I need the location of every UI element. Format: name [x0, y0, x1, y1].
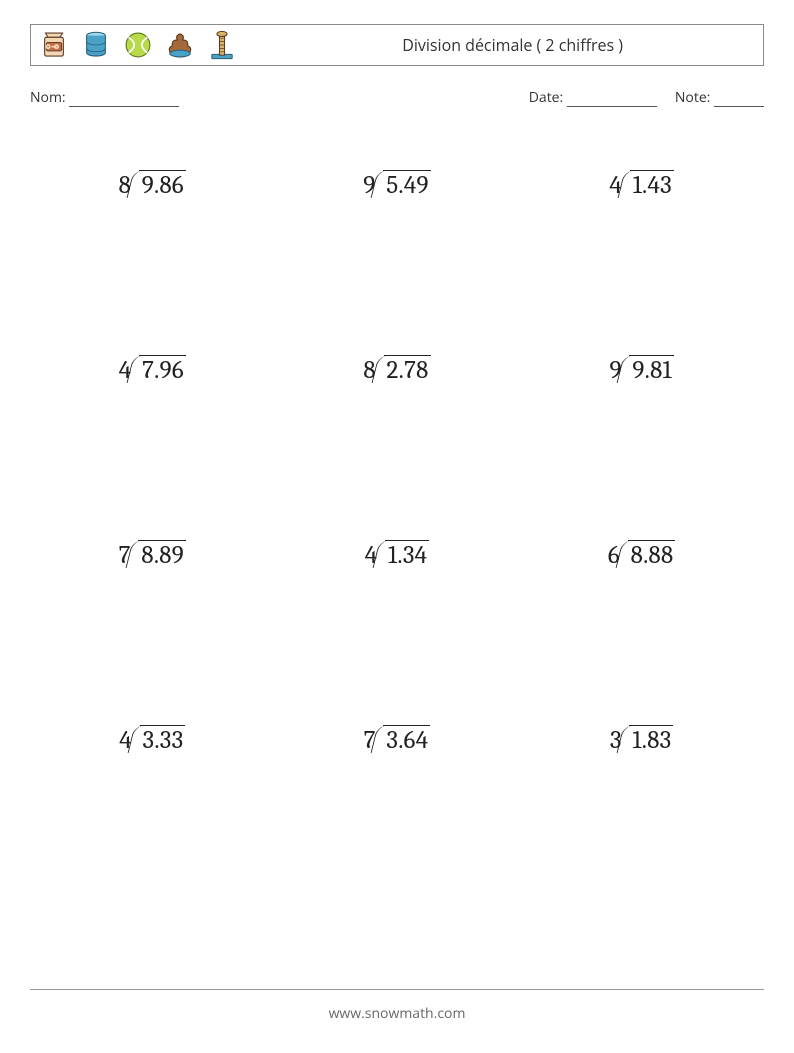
division-bracket: 7.96 [132, 356, 186, 385]
division-bracket: 9.81 [622, 356, 673, 385]
meta-date: Date: [529, 88, 657, 107]
scratching-post-icon [205, 28, 239, 62]
long-division: 41.34 [365, 541, 430, 570]
long-division: 89.86 [119, 171, 186, 200]
problem-cell: 43.33 [30, 726, 275, 911]
long-division: 82.78 [363, 356, 430, 385]
header-icons [37, 28, 239, 62]
division-bracket: 8.89 [131, 541, 186, 570]
name-underline[interactable] [69, 92, 179, 107]
problem-cell: 31.83 [519, 726, 764, 911]
problem-cell: 78.89 [30, 541, 275, 726]
dividend: 9.81 [629, 355, 673, 385]
problem-cell: 82.78 [275, 356, 520, 541]
problem-cell: 89.86 [30, 171, 275, 356]
long-division: 47.96 [119, 356, 186, 385]
problem-cell: 95.49 [275, 171, 520, 356]
problem-cell: 41.34 [275, 541, 520, 726]
dividend: 1.34 [385, 540, 429, 570]
long-division: 95.49 [363, 171, 430, 200]
date-label: Date: [529, 88, 563, 107]
dividend: 9.86 [139, 170, 186, 200]
meta-row: Nom: Date: Note: [30, 88, 764, 107]
note-underline[interactable] [714, 92, 764, 107]
division-bracket: 1.43 [623, 171, 674, 200]
problems-grid: 89.86 95.49 41.43 47.96 82.78 99.81 78.89 41.34… [30, 171, 764, 911]
dividend: 3.64 [383, 725, 430, 755]
long-division: 43.33 [119, 726, 185, 755]
problem-cell: 68.88 [519, 541, 764, 726]
date-underline[interactable] [567, 92, 657, 107]
dividend: 1.83 [629, 725, 673, 755]
poop-icon [163, 28, 197, 62]
note-label: Note: [675, 88, 711, 107]
division-bracket: 1.83 [622, 726, 673, 755]
footer-url: www.snowmath.com [329, 1004, 466, 1023]
worksheet-title: Division décimale ( 2 chiffres ) [402, 34, 753, 56]
meta-name: Nom: [30, 88, 529, 107]
meta-note: Note: [675, 88, 764, 107]
long-division: 31.83 [610, 726, 674, 755]
tennis-ball-icon [121, 28, 155, 62]
header-bar: Division décimale ( 2 chiffres ) [30, 24, 764, 66]
can-icon [79, 28, 113, 62]
dividend: 2.78 [384, 355, 431, 385]
problem-cell: 47.96 [30, 356, 275, 541]
dividend: 8.89 [138, 540, 186, 570]
footer-divider [30, 989, 764, 990]
problem-cell: 41.43 [519, 171, 764, 356]
long-division: 99.81 [609, 356, 673, 385]
long-division: 73.64 [364, 726, 431, 755]
worksheet-page: Division décimale ( 2 chiffres ) Nom: Da… [0, 0, 794, 1053]
treat-bag-icon [37, 28, 71, 62]
long-division: 68.88 [608, 541, 676, 570]
long-division: 41.43 [609, 171, 674, 200]
dividend: 7.96 [139, 355, 186, 385]
dividend: 3.33 [140, 725, 186, 755]
division-bracket: 9.86 [132, 171, 186, 200]
problem-cell: 99.81 [519, 356, 764, 541]
dividend: 5.49 [383, 170, 430, 200]
division-bracket: 1.34 [378, 541, 429, 570]
dividend: 8.88 [628, 540, 676, 570]
division-bracket: 8.88 [621, 541, 676, 570]
division-bracket: 2.78 [377, 356, 431, 385]
footer: www.snowmath.com [0, 989, 794, 1023]
problem-cell: 73.64 [275, 726, 520, 911]
division-bracket: 3.33 [133, 726, 186, 755]
division-bracket: 3.64 [376, 726, 430, 755]
name-label: Nom: [30, 88, 66, 107]
dividend: 1.43 [630, 170, 674, 200]
long-division: 78.89 [119, 541, 186, 570]
division-bracket: 5.49 [376, 171, 430, 200]
